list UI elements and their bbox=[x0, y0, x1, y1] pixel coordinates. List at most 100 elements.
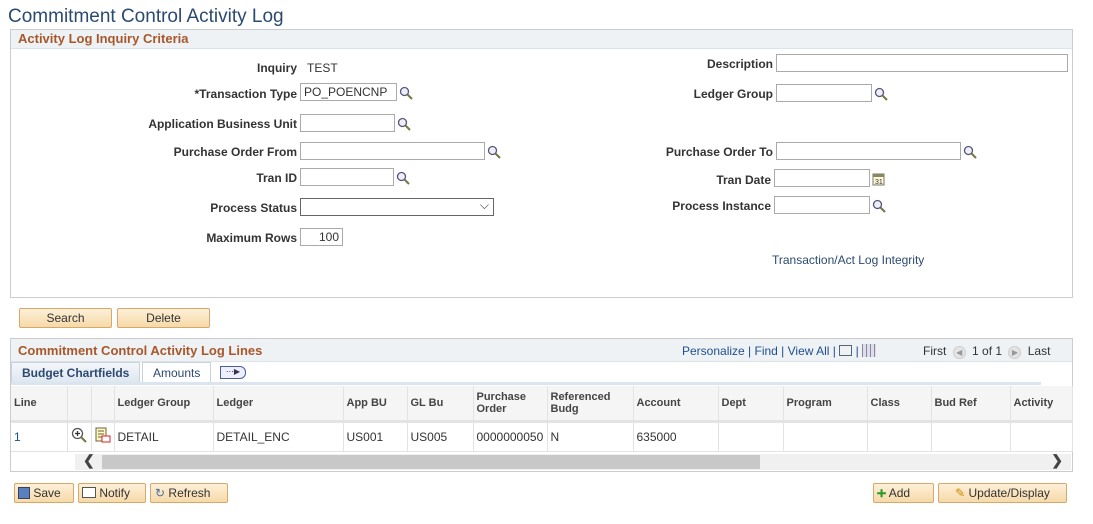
process-status-select[interactable]: ⌵ bbox=[300, 198, 494, 216]
notify-label: Notify bbox=[99, 486, 131, 500]
inquiry-criteria-panel: Activity Log Inquiry Criteria bbox=[10, 29, 1073, 298]
col-line[interactable]: Line bbox=[11, 386, 68, 423]
add-label: Add bbox=[888, 486, 911, 500]
svg-text:31: 31 bbox=[875, 179, 883, 186]
col-dept[interactable]: Dept bbox=[718, 386, 784, 423]
cell-program bbox=[783, 421, 868, 452]
grid-nav: Personalize | Find | View All | | bbox=[682, 344, 877, 358]
scroll-right-icon[interactable]: ❯ bbox=[1051, 452, 1063, 468]
lookup-icon[interactable] bbox=[397, 117, 411, 131]
line-link[interactable]: 1 bbox=[11, 421, 68, 452]
col-gl-bu[interactable]: GL Bu bbox=[407, 386, 474, 423]
col-activity[interactable]: Activity bbox=[1010, 386, 1073, 423]
abu-input[interactable] bbox=[300, 114, 395, 132]
tab-amounts[interactable]: Amounts bbox=[142, 362, 212, 383]
view-all-link[interactable]: View All bbox=[787, 344, 830, 358]
transaction-type-label: *Transaction Type bbox=[194, 87, 297, 101]
lookup-icon[interactable] bbox=[963, 145, 977, 159]
lookup-icon[interactable] bbox=[872, 199, 886, 213]
col-app-bu[interactable]: App BU bbox=[343, 386, 408, 423]
ledger-group-input[interactable] bbox=[776, 84, 872, 102]
cell-class bbox=[867, 421, 932, 452]
tab-underline bbox=[11, 382, 1041, 385]
po-from-input[interactable] bbox=[300, 142, 485, 160]
next-icon[interactable]: ▶ bbox=[1008, 346, 1022, 359]
cell-ledger-group: DETAIL bbox=[114, 421, 214, 452]
refresh-button[interactable]: ↻ Refresh bbox=[150, 483, 228, 503]
tab-budget-chartfields[interactable]: Budget Chartfields bbox=[11, 362, 141, 383]
scrollbar-thumb[interactable] bbox=[102, 455, 760, 469]
calendar-icon[interactable]: 31 bbox=[872, 172, 886, 186]
lookup-icon[interactable] bbox=[396, 171, 410, 185]
update-display-label: Update/Display bbox=[968, 486, 1050, 500]
inquiry-label: Inquiry bbox=[256, 61, 297, 75]
lookup-icon[interactable] bbox=[487, 145, 501, 159]
col-purchase-order[interactable]: Purchase Order bbox=[473, 386, 548, 423]
col-ledger-group[interactable]: Ledger Group bbox=[114, 386, 214, 423]
tran-date-label: Tran Date bbox=[716, 173, 771, 187]
cell-gl-bu: US005 bbox=[407, 421, 474, 452]
tran-id-input[interactable] bbox=[300, 168, 394, 186]
cell-ledger: DETAIL_ENC bbox=[213, 421, 344, 452]
po-to-label: Purchase Order To bbox=[665, 145, 773, 159]
col-account[interactable]: Account bbox=[633, 386, 719, 423]
last-link[interactable]: Last bbox=[1027, 344, 1051, 358]
save-button[interactable]: Save bbox=[14, 483, 74, 503]
find-link[interactable]: Find bbox=[754, 344, 778, 358]
po-to-input[interactable] bbox=[776, 142, 961, 160]
process-status-label: Process Status bbox=[210, 201, 297, 215]
description-label: Description bbox=[706, 57, 773, 71]
cell-account: 635000 bbox=[633, 421, 719, 452]
refresh-label: Refresh bbox=[168, 486, 211, 500]
zoom-detail-icon[interactable] bbox=[67, 421, 92, 452]
cell-dept bbox=[718, 421, 784, 452]
drilldown-icon[interactable] bbox=[91, 421, 115, 452]
new-window-icon[interactable] bbox=[839, 345, 853, 356]
notify-button[interactable]: Notify bbox=[78, 483, 146, 503]
download-grid-icon[interactable] bbox=[862, 344, 877, 357]
notify-icon bbox=[82, 487, 96, 498]
delete-button[interactable]: Delete bbox=[117, 308, 210, 328]
add-button[interactable]: ➕︎ Add bbox=[873, 483, 934, 503]
update-display-button[interactable]: ✎ Update/Display bbox=[938, 483, 1067, 503]
cell-app-bu: US001 bbox=[343, 421, 408, 452]
col-drill bbox=[91, 386, 115, 423]
tran-id-label: Tran ID bbox=[256, 171, 297, 185]
integrity-link[interactable]: Transaction/Act Log Integrity bbox=[772, 253, 925, 267]
show-all-columns-icon[interactable]: ⋯▶ bbox=[220, 366, 246, 379]
col-class[interactable]: Class bbox=[867, 386, 932, 423]
edit-icon: ✎ bbox=[955, 486, 966, 500]
grid-title: Commitment Control Activity Log Lines bbox=[18, 343, 263, 358]
process-instance-input[interactable] bbox=[774, 196, 870, 214]
col-ledger[interactable]: Ledger bbox=[213, 386, 344, 423]
max-rows-input[interactable]: 100 bbox=[300, 228, 343, 246]
add-icon: ➕︎ bbox=[877, 486, 887, 500]
description-input[interactable] bbox=[776, 54, 1068, 72]
ledger-group-label: Ledger Group bbox=[693, 87, 773, 101]
previous-icon[interactable]: ◀ bbox=[952, 346, 966, 359]
cell-bud-ref bbox=[931, 421, 1011, 452]
personalize-link[interactable]: Personalize bbox=[682, 344, 745, 358]
table-row: 1 DETAIL DETAIL_ENC US001 US005 00000000… bbox=[11, 421, 1073, 452]
col-program[interactable]: Program bbox=[783, 386, 868, 423]
criteria-header: Activity Log Inquiry Criteria bbox=[11, 30, 1072, 49]
col-bud-ref[interactable]: Bud Ref bbox=[931, 386, 1011, 423]
inquiry-value: TEST bbox=[307, 61, 338, 75]
lookup-icon[interactable] bbox=[399, 86, 413, 100]
horizontal-scrollbar[interactable]: ❮ ❯ bbox=[75, 452, 1071, 470]
transaction-type-input[interactable]: PO_POENCNP bbox=[300, 83, 397, 101]
scroll-left-icon[interactable]: ❮ bbox=[83, 452, 95, 468]
tran-date-input[interactable] bbox=[774, 169, 870, 187]
first-link[interactable]: First bbox=[923, 344, 947, 358]
save-label: Save bbox=[33, 486, 61, 500]
grid-header: Commitment Control Activity Log Lines bbox=[11, 339, 1072, 362]
lookup-icon[interactable] bbox=[874, 87, 888, 101]
col-detail bbox=[67, 386, 92, 423]
col-referenced-budg[interactable]: Referenced Budg bbox=[547, 386, 634, 423]
page-info: 1 of 1 bbox=[972, 344, 1003, 358]
search-button[interactable]: Search bbox=[19, 308, 112, 328]
po-from-label: Purchase Order From bbox=[173, 145, 297, 159]
log-lines-table: Line Ledger Group Ledger App BU GL Bu Pu… bbox=[11, 386, 1073, 452]
max-rows-label: Maximum Rows bbox=[206, 231, 297, 245]
table-header-row: Line Ledger Group Ledger App BU GL Bu Pu… bbox=[11, 386, 1073, 423]
